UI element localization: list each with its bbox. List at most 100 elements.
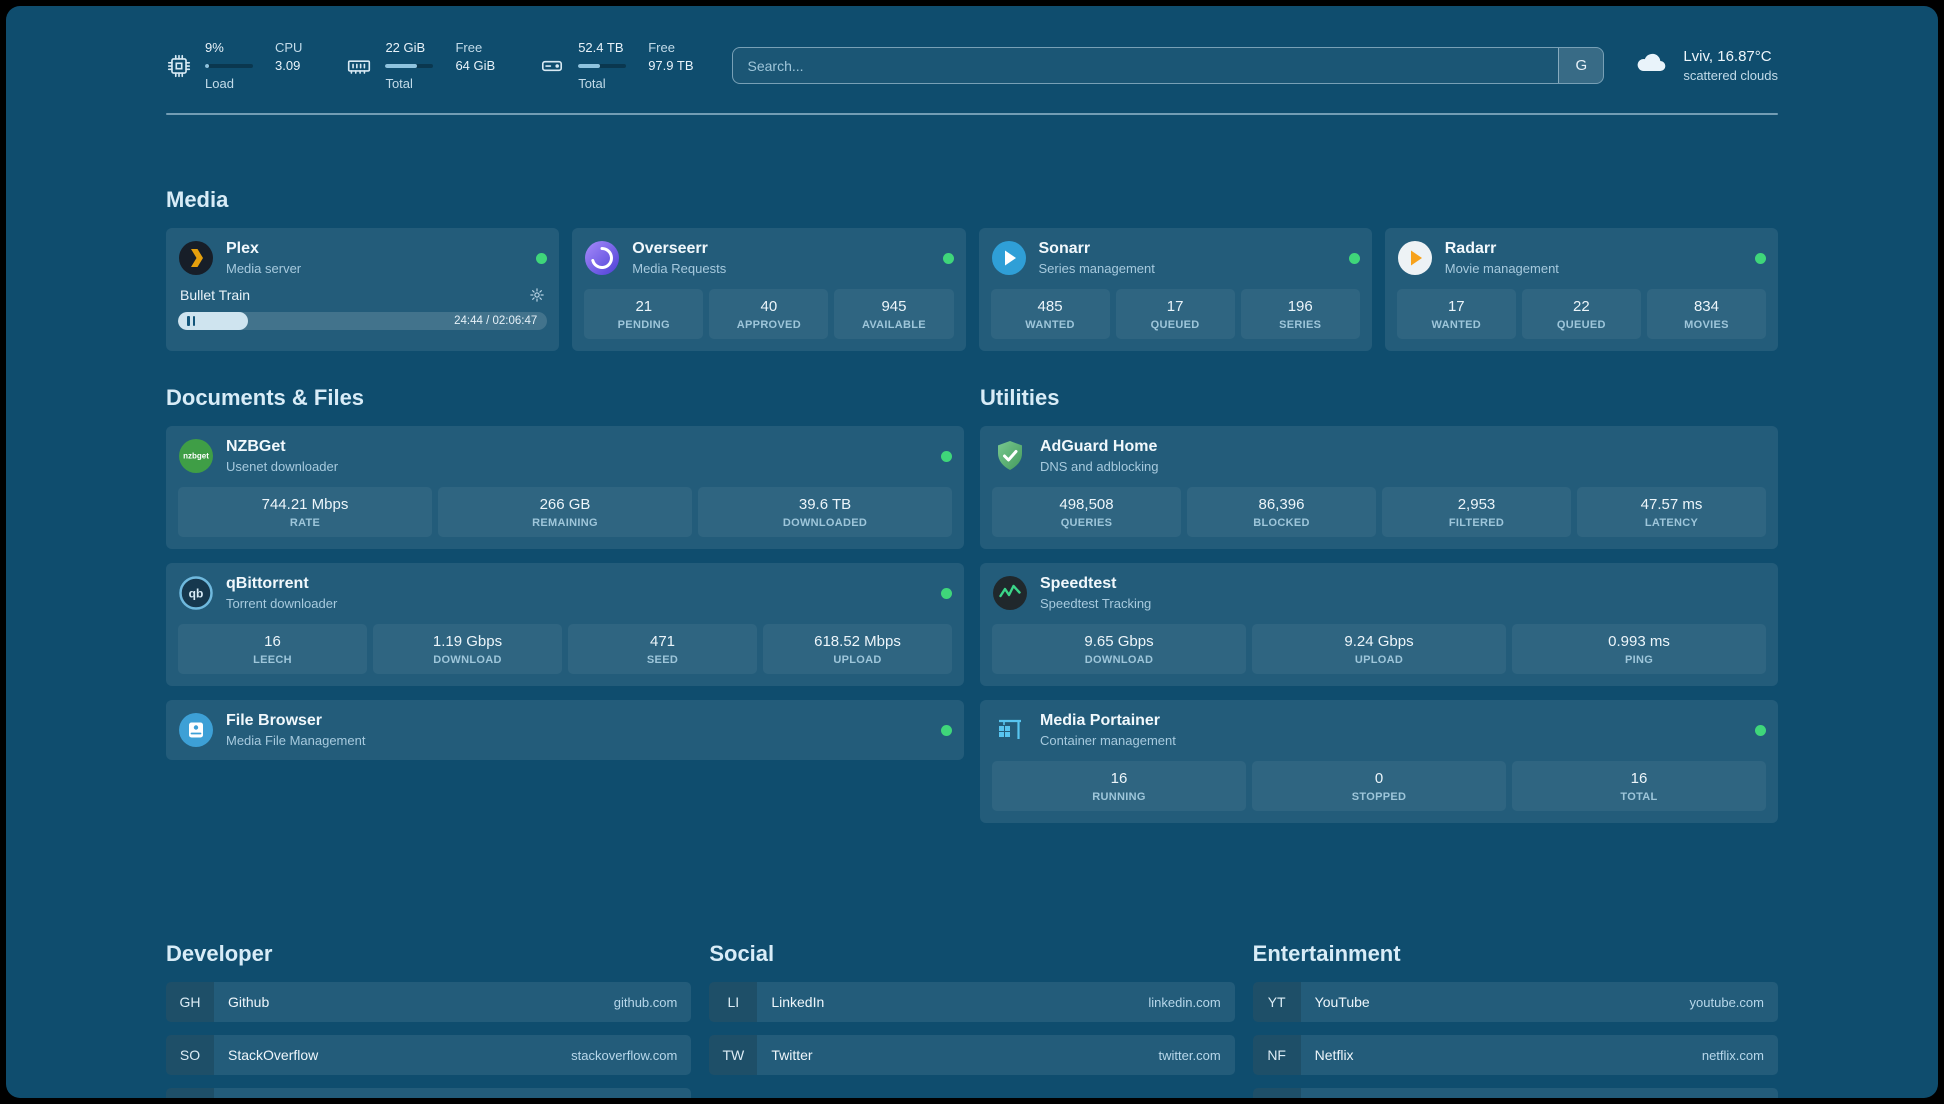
bookmark-stackoverflow[interactable]: SO StackOverflow stackoverflow.com bbox=[166, 1035, 692, 1075]
resource-widgets: 9% CPU 3.09 Load bbox=[166, 40, 694, 91]
stat-block: 266 GB REMAINING bbox=[438, 487, 692, 537]
cpu-load-label: Load bbox=[205, 76, 234, 91]
nzbget-icon: nzbget bbox=[178, 438, 214, 474]
service-description: Torrent downloader bbox=[226, 596, 338, 611]
service-name: File Browser bbox=[226, 712, 323, 729]
disk-icon bbox=[539, 53, 565, 79]
stat-block: 618.52 Mbps UPLOAD bbox=[763, 624, 952, 674]
service-card-sonarr[interactable]: Sonarr Series management 485 WANTED 17 QUE… bbox=[978, 228, 1372, 351]
weather-location-temp: Lviv, 16.87°C bbox=[1683, 48, 1772, 65]
stat-block: 40 APPROVED bbox=[709, 289, 829, 339]
service-card-overseerr[interactable]: Overseerr Media Requests 21 PENDING 40 APP… bbox=[572, 228, 966, 351]
service-description: Container management bbox=[1040, 733, 1176, 748]
service-description: DNS and adblocking bbox=[1040, 459, 1159, 474]
service-card-portainer[interactable]: Media Portainer Container management 16 R… bbox=[980, 700, 1778, 823]
gear-icon[interactable] bbox=[529, 287, 545, 303]
qbittorrent-icon-text: qb bbox=[189, 587, 204, 601]
service-name: AdGuard Home bbox=[1040, 438, 1158, 455]
qbittorrent-icon: qb bbox=[178, 575, 214, 611]
bookmark-url: netflix.com bbox=[1701, 1047, 1764, 1063]
service-name: Plex bbox=[226, 240, 259, 257]
bookmark-abbr: DT bbox=[166, 1088, 214, 1098]
adguard-icon bbox=[992, 438, 1028, 474]
service-card-filebrowser[interactable]: File Browser Media File Management bbox=[166, 700, 964, 760]
stat-block: 16 TOTAL bbox=[1512, 761, 1766, 811]
radarr-icon bbox=[1397, 240, 1433, 276]
service-card-plex[interactable]: Plex Media server Bullet Train bbox=[166, 228, 560, 351]
bookmark-url: linkedin.com bbox=[1148, 994, 1221, 1010]
service-card-speedtest[interactable]: Speedtest Speedtest Tracking 9.65 Gbps DO… bbox=[980, 563, 1778, 686]
status-dot bbox=[1755, 724, 1766, 736]
service-name: qBittorrent bbox=[226, 575, 309, 592]
bookmark-name: LinkedIn bbox=[771, 994, 825, 1010]
service-card-radarr[interactable]: Radarr Movie management 17 WANTED 22 QUEUE… bbox=[1384, 228, 1778, 351]
overseerr-icon bbox=[584, 240, 620, 276]
memory-icon bbox=[346, 53, 372, 79]
bookmark-abbr: RE bbox=[1252, 1088, 1301, 1098]
bookmark-name: Github bbox=[228, 994, 270, 1010]
memory-free-label: Free bbox=[455, 40, 483, 55]
plex-progress-bar[interactable]: 24:44 / 02:06:47 bbox=[178, 312, 548, 330]
stat-block: 834 MOVIES bbox=[1646, 289, 1766, 339]
service-description: Media server bbox=[226, 261, 302, 276]
resource-widget-disk: 52.4 TB Free 97.9 TB Total bbox=[539, 40, 694, 91]
bookmark-abbr: LI bbox=[709, 982, 758, 1022]
pause-icon[interactable] bbox=[187, 316, 195, 326]
service-description: Media Requests bbox=[632, 261, 727, 276]
bookmark-dev[interactable]: DT DEV dev.to bbox=[166, 1088, 692, 1098]
stat-block: 196 SERIES bbox=[1240, 289, 1360, 339]
bookmark-twitter[interactable]: TW Twitter twitter.com bbox=[709, 1035, 1235, 1075]
plex-icon bbox=[178, 240, 214, 276]
stat-block: 471 SEED bbox=[568, 624, 757, 674]
service-name: Media Portainer bbox=[1040, 712, 1161, 729]
stat-block: 39.6 TB DOWNLOADED bbox=[698, 487, 952, 537]
bookmark-name: Netflix bbox=[1314, 1047, 1354, 1063]
bookmark-youtube[interactable]: YT YouTube youtube.com bbox=[1252, 982, 1778, 1022]
bookmark-abbr: NF bbox=[1252, 1035, 1301, 1075]
bookmark-url: youtube.com bbox=[1689, 994, 1764, 1010]
sonarr-icon bbox=[991, 240, 1027, 276]
bookmark-linkedin[interactable]: LI LinkedIn linkedin.com bbox=[709, 982, 1235, 1022]
status-dot bbox=[941, 724, 952, 736]
bookmark-abbr: TW bbox=[709, 1035, 758, 1075]
cpu-load-value: 3.09 bbox=[275, 58, 301, 73]
stat-block: 9.24 Gbps UPLOAD bbox=[1252, 624, 1506, 674]
section-title-developer: Developer bbox=[166, 941, 273, 966]
memory-progress-bar bbox=[385, 63, 434, 68]
disk-free-label: Free bbox=[648, 40, 675, 55]
stat-block: 47.57 ms LATENCY bbox=[1577, 487, 1766, 537]
bookmark-netflix[interactable]: NF Netflix netflix.com bbox=[1252, 1035, 1778, 1075]
bookmark-url: stackoverflow.com bbox=[571, 1047, 678, 1063]
memory-total-value: 64 GiB bbox=[455, 58, 496, 73]
service-name: NZBGet bbox=[226, 438, 286, 455]
search-provider-button[interactable]: G bbox=[1558, 48, 1604, 83]
stat-block: 86,396 BLOCKED bbox=[1187, 487, 1376, 537]
cloud-icon bbox=[1630, 47, 1672, 84]
service-card-qbittorrent[interactable]: qb qBittorrent Torrent downloader bbox=[166, 563, 964, 686]
stat-block: 16 LEECH bbox=[178, 624, 367, 674]
cpu-progress-bar bbox=[205, 63, 253, 68]
service-card-adguard[interactable]: AdGuard Home DNS and adblocking 498,508 Q… bbox=[980, 426, 1778, 549]
service-description: Speedtest Tracking bbox=[1040, 596, 1152, 611]
topbar: 9% CPU 3.09 Load bbox=[166, 40, 1778, 91]
resource-widget-memory: 22 GiB Free 64 GiB Total bbox=[346, 40, 495, 91]
status-dot bbox=[942, 252, 954, 264]
weather-condition: scattered clouds bbox=[1683, 68, 1778, 83]
bookmark-url: github.com bbox=[613, 994, 678, 1010]
now-playing-title: Bullet Train bbox=[180, 287, 251, 303]
section-title-documents: Documents & Files bbox=[166, 385, 365, 410]
cpu-icon bbox=[166, 53, 192, 79]
bookmark-reddit[interactable]: RE Reddit reddit.com bbox=[1252, 1088, 1778, 1098]
memory-total-label: Total bbox=[385, 76, 413, 91]
stat-block: 0.993 ms PING bbox=[1512, 624, 1766, 674]
service-card-nzbget[interactable]: nzbget NZBGet Usenet downloader 74 bbox=[166, 426, 964, 549]
cpu-usage-label: CPU bbox=[275, 40, 303, 55]
bookmark-github[interactable]: GH Github github.com bbox=[166, 982, 692, 1022]
status-dot bbox=[941, 450, 952, 462]
search-input[interactable] bbox=[732, 48, 1559, 83]
service-name: Radarr bbox=[1444, 240, 1497, 257]
section-title-utilities: Utilities bbox=[980, 385, 1060, 410]
status-dot bbox=[941, 587, 952, 599]
stat-block: 0 STOPPED bbox=[1252, 761, 1506, 811]
stat-block: 17 QUEUED bbox=[1115, 289, 1235, 339]
